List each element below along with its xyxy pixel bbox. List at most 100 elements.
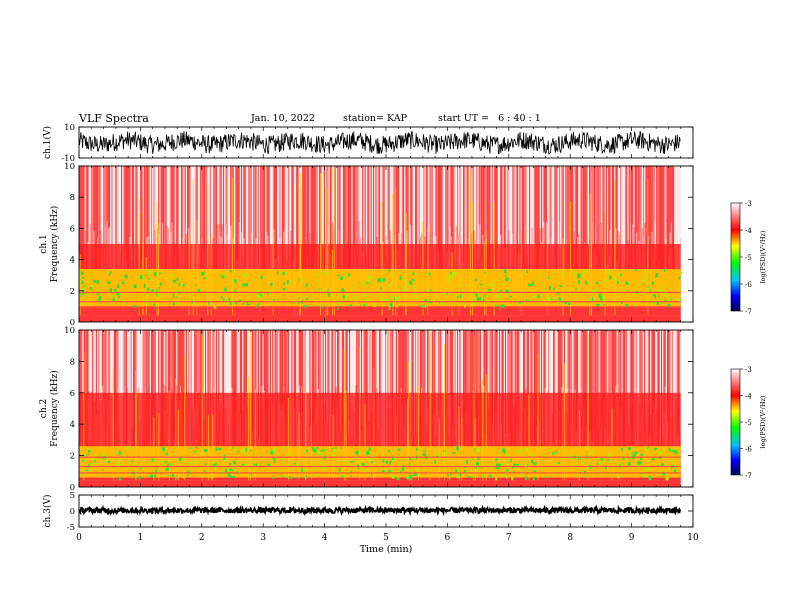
spectrogram-speck: [680, 271, 683, 275]
spectrogram-speck: [306, 297, 308, 300]
spectrogram-streak: [505, 166, 507, 254]
spectrogram-streak: [626, 330, 628, 415]
spectrogram-streak: [529, 330, 531, 446]
spectrogram-streak: [367, 166, 369, 246]
spectrogram-speck: [107, 461, 111, 464]
spectrogram-streak: [389, 330, 391, 403]
spectrogram-streak: [256, 330, 258, 436]
spectrogram-spike: [210, 235, 212, 316]
spectrogram-streak: [488, 330, 490, 409]
spectrogram-speck: [83, 285, 87, 287]
spectrogram-speck: [203, 470, 207, 472]
spectrogram-streak: [299, 330, 301, 420]
spectrogram-streak: [676, 330, 678, 430]
spectrogram-streak: [512, 166, 514, 234]
spectrogram-speck: [665, 477, 669, 481]
spectrogram-speck: [340, 447, 343, 449]
spectrogram-speck: [628, 462, 631, 466]
spectrogram-streak: [259, 330, 261, 449]
spectrogram-streak: [500, 166, 502, 235]
spectrogram-speck: [618, 292, 622, 295]
spectrogram-streak: [106, 330, 108, 443]
spectrogram-streak: [561, 330, 563, 388]
spectrogram-streak: [103, 330, 105, 405]
spectrogram-speck: [415, 468, 418, 472]
spectrogram-speck: [305, 283, 308, 287]
spectrogram-streak: [447, 166, 449, 252]
spectrogram-speck: [270, 450, 274, 455]
spectrogram-speck: [547, 277, 550, 280]
spectrogram-streak: [237, 330, 239, 395]
x-tick-label: 3: [260, 533, 266, 543]
spectrogram-streak: [566, 330, 568, 413]
spectrogram-streak: [652, 330, 654, 413]
spectrogram-speck: [233, 290, 237, 292]
spectrogram-speck: [282, 271, 285, 276]
spectrogram-speck: [678, 287, 681, 290]
spectrogram-streak: [235, 166, 237, 284]
spectrogram-speck: [229, 270, 233, 273]
spectrogram-streak: [507, 166, 509, 274]
spectrogram-streak: [664, 166, 666, 298]
spectrogram-streak: [313, 166, 315, 268]
spectrogram-streak: [122, 330, 124, 445]
spectrogram-streak: [423, 330, 425, 395]
spectrogram-speck: [552, 452, 555, 455]
spectrogram-streak: [99, 330, 101, 402]
spectrogram-speck: [533, 462, 537, 465]
spectrogram-streak: [283, 166, 285, 232]
spectrogram-streak: [596, 330, 598, 414]
spectrogram-streak: [667, 166, 669, 274]
spectrogram-streak: [653, 330, 655, 404]
spectrogram-streak: [466, 166, 468, 266]
spectrogram-speck: [379, 296, 383, 299]
spectrogram-speck: [282, 446, 286, 449]
spectrogram-streak: [662, 166, 664, 289]
spectrogram-streak: [128, 166, 130, 294]
spectrogram-speck: [150, 278, 152, 281]
spectrogram-streak: [263, 330, 265, 392]
spectrogram-speck: [339, 276, 344, 280]
spectrogram-speck: [228, 297, 231, 301]
spectrogram-speck: [146, 300, 150, 302]
spectrogram-streak: [280, 166, 282, 284]
spectrogram-streak: [191, 166, 193, 269]
spectrogram-speck: [411, 474, 414, 476]
spectrogram-streak: [136, 330, 138, 397]
spectrogram-streak: [119, 166, 121, 255]
spectrogram-spike: [474, 419, 476, 481]
spectrogram-streak: [469, 166, 471, 247]
spectrogram-streak: [379, 166, 381, 311]
spectrogram-speck: [81, 280, 84, 285]
spectrogram-streak: [163, 166, 165, 245]
spectrogram-speck: [109, 271, 112, 274]
spectrogram-streak: [131, 166, 133, 249]
spectrogram-streak: [107, 166, 109, 229]
spectrogram-streak: [506, 166, 508, 284]
y-tick-label: 2: [70, 287, 75, 297]
spectrogram-speck: [405, 476, 409, 479]
spectrogram-speck: [469, 474, 473, 478]
spectrogram-streak: [463, 330, 465, 427]
spectrogram-streak: [530, 166, 532, 271]
y-tick-label: -10: [61, 154, 75, 164]
spectrogram-speck: [577, 280, 581, 284]
spectrogram-streak: [495, 166, 497, 268]
spectrogram-speck: [500, 473, 504, 477]
spectrogram-speck: [342, 290, 345, 292]
spectrogram-speck: [195, 446, 198, 449]
spectrogram-spike: [427, 227, 429, 316]
spectrogram-speck: [509, 295, 513, 298]
spectrogram-spike: [207, 184, 209, 316]
spectrogram-spike: [614, 180, 616, 316]
spectrogram-streak: [525, 166, 527, 290]
spectrogram-spike: [153, 417, 155, 481]
spectrogram-streak: [224, 330, 226, 407]
spectrogram-streak: [645, 166, 647, 282]
spectrogram-streak: [573, 330, 575, 453]
spectrogram-streak: [239, 166, 241, 265]
spectrogram-streak: [520, 166, 522, 245]
spectrogram-speck: [253, 469, 256, 473]
spectrogram-streak: [169, 166, 171, 260]
spectrogram-streak: [111, 330, 113, 399]
